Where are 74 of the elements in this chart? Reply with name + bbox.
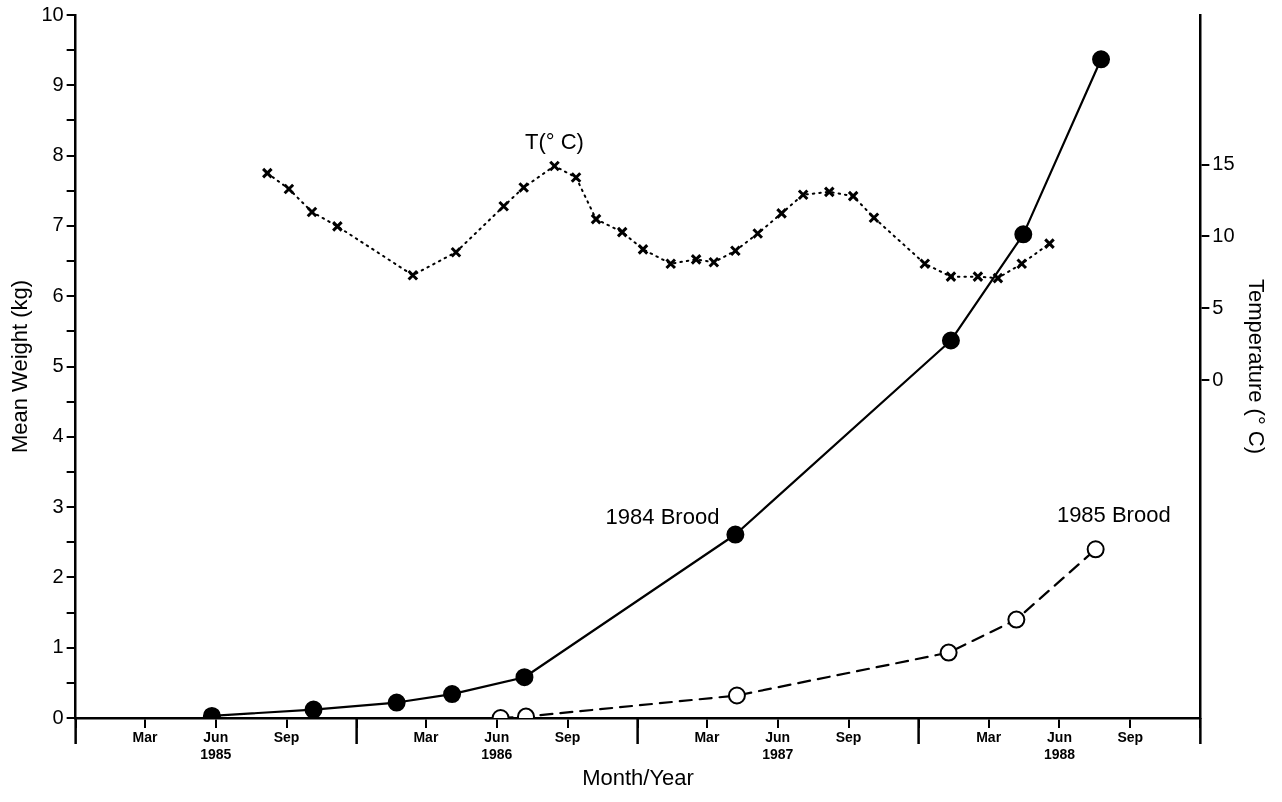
point bbox=[637, 243, 649, 256]
x-tick-label: Mar bbox=[694, 729, 720, 746]
point bbox=[992, 272, 1004, 284]
series-label: T(° C) bbox=[525, 129, 584, 155]
y-tick-label: 10 bbox=[41, 2, 64, 25]
point bbox=[407, 269, 419, 281]
x-tick-label: Jun 1988 bbox=[1043, 729, 1076, 763]
point bbox=[751, 227, 764, 240]
point bbox=[939, 643, 958, 662]
point bbox=[690, 253, 702, 266]
point bbox=[570, 171, 582, 184]
point bbox=[261, 167, 274, 179]
y-tick-label: 1 bbox=[52, 635, 64, 658]
point bbox=[708, 256, 720, 269]
x-tick-label: Mar bbox=[976, 729, 1002, 746]
y2-tick-label: 0 bbox=[1212, 367, 1224, 390]
point bbox=[868, 211, 880, 224]
x-tick-label: Sep bbox=[273, 729, 300, 746]
series-label: 1985 Brood bbox=[1056, 502, 1171, 528]
point bbox=[1092, 50, 1111, 69]
x-tick-label: Sep bbox=[835, 729, 862, 746]
point bbox=[331, 220, 344, 233]
point bbox=[515, 668, 534, 687]
y-tick-label: 7 bbox=[52, 213, 64, 236]
point bbox=[727, 686, 746, 705]
y2-tick-label: 15 bbox=[1212, 152, 1235, 175]
point bbox=[304, 700, 323, 718]
x-tick-label: Sep bbox=[1117, 729, 1144, 746]
x-tick-label: Jun 1986 bbox=[481, 729, 513, 763]
y-tick-label: 2 bbox=[52, 564, 64, 587]
x-axis-title: Month/Year bbox=[582, 764, 694, 790]
point bbox=[664, 257, 677, 270]
point bbox=[306, 206, 318, 218]
y2-tick-label: 10 bbox=[1212, 223, 1235, 246]
y-tick-label: 9 bbox=[52, 72, 64, 95]
point bbox=[283, 183, 295, 195]
x-tick-label: Sep bbox=[554, 729, 581, 746]
x-tick-label: Jun 1985 bbox=[200, 729, 232, 763]
point bbox=[497, 200, 510, 212]
series-label: 1984 Brood bbox=[605, 503, 720, 529]
point bbox=[1007, 610, 1026, 629]
x-tick-label: Mar bbox=[132, 729, 158, 746]
y-tick-label: 4 bbox=[52, 424, 64, 447]
y2-tick-label: 5 bbox=[1212, 295, 1224, 318]
y-tick-label: 8 bbox=[52, 143, 64, 166]
point bbox=[919, 257, 931, 270]
point bbox=[450, 246, 462, 258]
point bbox=[1043, 237, 1056, 250]
point bbox=[847, 190, 859, 202]
x-tick-label: Mar bbox=[413, 729, 439, 746]
point bbox=[443, 685, 462, 704]
point bbox=[1086, 540, 1105, 559]
point bbox=[616, 226, 628, 238]
point bbox=[941, 331, 960, 350]
y-tick-label: 3 bbox=[52, 494, 64, 517]
y2-axis-title: Temperature (° C) bbox=[1243, 278, 1269, 455]
y-tick-label: 6 bbox=[52, 283, 64, 306]
point bbox=[387, 693, 406, 712]
y-tick-label: 0 bbox=[52, 705, 64, 728]
point bbox=[729, 245, 742, 257]
point bbox=[945, 270, 957, 283]
point bbox=[726, 525, 745, 544]
point bbox=[1016, 257, 1028, 270]
point bbox=[1014, 225, 1033, 244]
x-tick-label: Jun 1987 bbox=[762, 729, 794, 763]
y-axis-title: Mean Weight (kg) bbox=[7, 279, 33, 454]
y-tick-label: 5 bbox=[52, 354, 64, 377]
point bbox=[548, 160, 561, 172]
point bbox=[823, 186, 836, 198]
point bbox=[797, 188, 809, 201]
point bbox=[517, 181, 530, 194]
point bbox=[590, 213, 602, 225]
point bbox=[972, 270, 984, 283]
point bbox=[775, 207, 788, 220]
